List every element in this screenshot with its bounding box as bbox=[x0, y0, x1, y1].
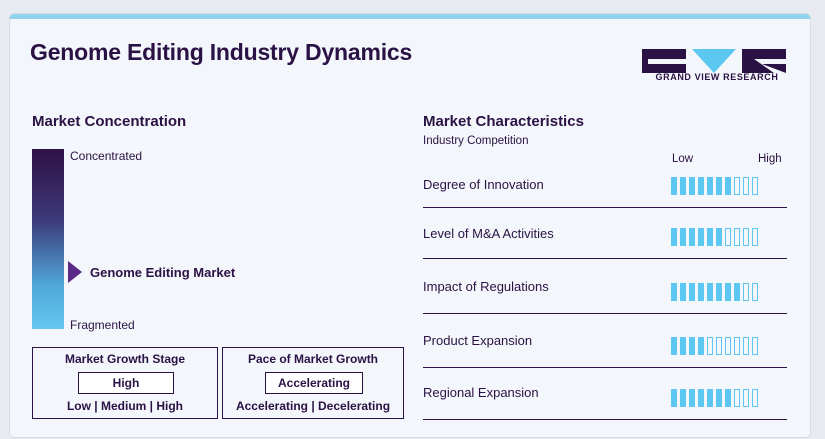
level-meter bbox=[671, 337, 758, 357]
meter-segment-empty bbox=[725, 337, 731, 355]
meter-segment-empty bbox=[734, 337, 740, 355]
level-meter bbox=[671, 389, 758, 409]
characteristic-label: Impact of Regulations bbox=[423, 279, 549, 294]
growth-pace-value: Accelerating bbox=[265, 372, 363, 394]
growth-stage-title: Market Growth Stage bbox=[64, 352, 186, 366]
characteristic-row: Degree of Innovation bbox=[423, 159, 787, 208]
meter-segment-empty bbox=[734, 389, 740, 407]
meter-segment-filled bbox=[707, 177, 713, 195]
characteristics-subtitle: Industry Competition bbox=[423, 135, 529, 147]
meter-segment-filled bbox=[716, 228, 722, 246]
characteristic-label: Level of M&A Activities bbox=[423, 226, 554, 241]
concentration-gradient-bar bbox=[32, 149, 64, 329]
meter-segment-filled bbox=[671, 228, 677, 246]
meter-segment-filled bbox=[698, 283, 704, 301]
meter-segment-empty bbox=[752, 228, 758, 246]
level-meter bbox=[671, 283, 758, 303]
meter-segment-filled bbox=[716, 283, 722, 301]
meter-segment-empty bbox=[743, 177, 749, 195]
growth-pace-box: Pace of Market Growth Accelerating Accel… bbox=[222, 347, 404, 419]
meter-segment-empty bbox=[725, 228, 731, 246]
meter-segment-filled bbox=[716, 177, 722, 195]
meter-segment-empty bbox=[752, 389, 758, 407]
meter-segment-filled bbox=[716, 389, 722, 407]
meter-segment-filled bbox=[707, 228, 713, 246]
meter-segment-filled bbox=[671, 389, 677, 407]
meter-segment-empty bbox=[716, 337, 722, 355]
growth-pace-title: Pace of Market Growth bbox=[247, 352, 379, 366]
concentrated-label: Concentrated bbox=[70, 149, 143, 163]
characteristic-row: Product Expansion bbox=[423, 315, 787, 368]
market-pointer-icon bbox=[68, 261, 82, 283]
meter-segment-empty bbox=[707, 337, 713, 355]
meter-segment-filled bbox=[698, 337, 704, 355]
characteristic-label: Regional Expansion bbox=[423, 385, 539, 400]
meter-segment-empty bbox=[752, 177, 758, 195]
logo-text: GRAND VIEW RESEARCH bbox=[655, 72, 779, 82]
meter-segment-filled bbox=[734, 283, 740, 301]
meter-segment-filled bbox=[671, 337, 677, 355]
level-meter bbox=[671, 228, 758, 248]
characteristic-row: Impact of Regulations bbox=[423, 261, 787, 314]
dynamics-card: Genome Editing Industry Dynamics GRAND V… bbox=[10, 14, 810, 437]
meter-segment-filled bbox=[689, 177, 695, 195]
meter-segment-filled bbox=[689, 228, 695, 246]
meter-segment-filled bbox=[689, 389, 695, 407]
meter-segment-empty bbox=[734, 228, 740, 246]
meter-segment-empty bbox=[752, 283, 758, 301]
concentration-title: Market Concentration bbox=[32, 113, 187, 130]
meter-segment-filled bbox=[707, 389, 713, 407]
meter-segment-filled bbox=[725, 283, 731, 301]
meter-segment-filled bbox=[698, 389, 704, 407]
meter-segment-filled bbox=[680, 389, 686, 407]
meter-segment-empty bbox=[743, 389, 749, 407]
fragmented-label: Fragmented bbox=[70, 318, 135, 332]
meter-segment-empty bbox=[734, 177, 740, 195]
meter-segment-empty bbox=[752, 337, 758, 355]
meter-segment-filled bbox=[671, 283, 677, 301]
characteristic-label: Degree of Innovation bbox=[423, 177, 544, 192]
scale-high-label: High bbox=[758, 153, 782, 165]
growth-stage-value: High bbox=[78, 372, 174, 394]
characteristic-label: Product Expansion bbox=[423, 333, 533, 348]
meter-segment-filled bbox=[698, 177, 704, 195]
meter-segment-filled bbox=[707, 283, 713, 301]
scale-low-label: Low bbox=[672, 153, 694, 165]
meter-segment-filled bbox=[725, 389, 731, 407]
meter-segment-filled bbox=[689, 283, 695, 301]
characteristic-row: Level of M&A Activities bbox=[423, 208, 787, 259]
meter-segment-empty bbox=[743, 337, 749, 355]
meter-segment-filled bbox=[680, 177, 686, 195]
page-title: Genome Editing Industry Dynamics bbox=[30, 39, 413, 65]
meter-segment-empty bbox=[743, 283, 749, 301]
growth-stage-box: Market Growth Stage High Low | Medium | … bbox=[32, 347, 218, 419]
grand-view-research-logo bbox=[642, 49, 786, 73]
meter-segment-filled bbox=[680, 228, 686, 246]
meter-segment-filled bbox=[725, 177, 731, 195]
growth-stage-options: Low | Medium | High bbox=[66, 399, 184, 413]
growth-pace-options: Accelerating | Decelerating bbox=[235, 399, 391, 413]
meter-segment-empty bbox=[743, 228, 749, 246]
meter-segment-filled bbox=[698, 228, 704, 246]
characteristics-title: Market Characteristics bbox=[423, 113, 584, 130]
market-pointer-label: Genome Editing Market bbox=[90, 265, 236, 280]
meter-segment-filled bbox=[680, 337, 686, 355]
characteristic-row: Regional Expansion bbox=[423, 367, 787, 420]
meter-segment-filled bbox=[671, 177, 677, 195]
level-meter bbox=[671, 177, 758, 197]
meter-segment-filled bbox=[680, 283, 686, 301]
meter-segment-filled bbox=[689, 337, 695, 355]
